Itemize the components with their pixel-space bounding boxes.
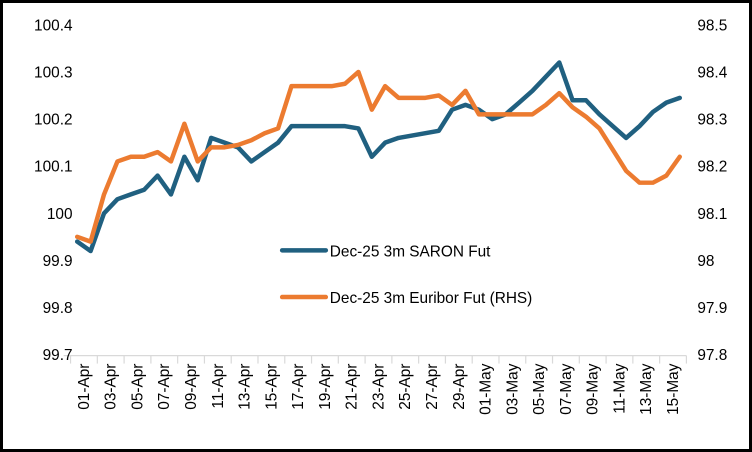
y-axis-tick-label-right: 98.3 <box>697 112 727 129</box>
x-axis-tick-label: 01-May <box>478 363 495 415</box>
y-axis-tick-label-right: 98.1 <box>697 206 727 223</box>
x-axis-tick-label: 05-May <box>531 363 548 415</box>
x-axis-tick-label: 09-Apr <box>183 364 200 410</box>
y-axis-tick-label-left: 100 <box>47 206 73 223</box>
line-chart: 100.4 100.3 100.2 100.1 100 99.9 99.8 99.7 98.5… <box>34 17 728 415</box>
x-axis-tick-label: 23-Apr <box>370 364 387 410</box>
x-axis-tick-label: 05-Apr <box>129 364 146 410</box>
y-axis-tick-label-right: 98 <box>697 253 714 270</box>
y-axis-tick-label-left: 100.3 <box>34 64 72 81</box>
y-axis-tick-label-right: 97.8 <box>697 347 727 364</box>
y-axis-tick-label-left: 100.4 <box>34 17 73 34</box>
euribor-line <box>74 69 682 244</box>
y-axis-tick-label-left: 99.7 <box>43 347 73 364</box>
x-axis-tick-label: 15-May <box>665 363 682 415</box>
y-axis-tick-label-left: 99.8 <box>43 300 73 317</box>
x-axis-labels: 01-Apr 03-Apr 05-Apr 07-Apr 09-Apr 11-Apr 13-A… <box>76 363 682 415</box>
x-axis-tick-label: 19-Apr <box>317 364 334 410</box>
y-axis-tick-label-left: 99.9 <box>43 253 73 270</box>
legend-label-euribor: Dec-25 3m Euribor Fut (RHS) <box>330 290 533 307</box>
legend: Dec-25 3m SARON Fut Dec-25 3m Euribor Fu… <box>279 243 533 307</box>
x-axis-ticks <box>69 355 688 364</box>
x-axis-tick-label: 29-Apr <box>451 364 468 410</box>
x-axis-tick-label: 13-May <box>638 363 655 415</box>
x-axis-tick-label: 25-Apr <box>397 364 414 410</box>
x-axis-tick-label: 13-Apr <box>237 364 254 410</box>
x-axis-tick-label: 11-May <box>611 363 628 413</box>
x-axis-tick-label: 03-Apr <box>103 364 120 410</box>
y-axis-tick-label-right: 98.2 <box>697 159 727 176</box>
y-axis-tick-label-left: 100.2 <box>34 112 72 129</box>
x-axis-tick-label: 09-May <box>585 363 602 415</box>
y-axis-tick-label-right: 97.9 <box>697 300 727 317</box>
x-axis-tick-label: 03-May <box>504 363 521 415</box>
x-axis-tick-label: 07-Apr <box>156 364 173 410</box>
y-axis-tick-label-right: 98.5 <box>697 17 727 34</box>
y-axis-tick-label-left: 100.1 <box>34 159 72 176</box>
x-axis-tick-label: 21-Apr <box>344 364 361 410</box>
y-axis-labels-right: 98.5 98.4 98.3 98.2 98.1 98 97.9 97.8 <box>697 17 727 364</box>
x-axis-tick-label: 17-Apr <box>290 364 307 410</box>
x-axis-tick-label: 11-Apr <box>210 364 227 409</box>
legend-label-saron: Dec-25 3m SARON Fut <box>330 243 491 260</box>
y-axis-tick-label-right: 98.4 <box>697 64 727 81</box>
saron-line <box>74 60 682 254</box>
x-axis-tick-label: 01-Apr <box>76 364 93 410</box>
x-axis-tick-label: 27-Apr <box>424 364 441 410</box>
y-axis-labels-left: 100.4 100.3 100.2 100.1 100 99.9 99.8 99.7 <box>34 17 73 364</box>
x-axis-tick-label: 15-Apr <box>263 364 280 410</box>
x-axis-tick-label: 07-May <box>558 363 575 415</box>
